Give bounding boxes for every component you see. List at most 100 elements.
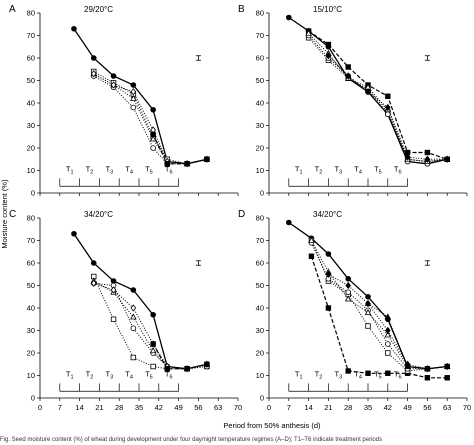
x-tick-label: 70 <box>234 403 242 412</box>
data-point-series-6 <box>424 155 431 163</box>
series-line-7 <box>367 303 448 370</box>
y-tick-label: 60 <box>27 54 35 63</box>
data-point-series-4 <box>384 341 391 347</box>
y-tick-label: 60 <box>256 259 264 268</box>
data-point-series-4 <box>130 313 137 320</box>
data-point-series-2 <box>385 370 391 376</box>
data-point-series-1 <box>90 260 97 266</box>
x-tick-label: 28 <box>344 403 352 412</box>
data-point-series-6 <box>365 88 371 96</box>
data-point-series-6 <box>204 361 210 367</box>
series-line-5 <box>308 32 448 163</box>
data-point-series-6 <box>325 270 332 278</box>
data-point-series-1 <box>365 293 371 300</box>
period-label: T3 <box>334 370 342 381</box>
y-tick-label: 40 <box>256 304 264 313</box>
data-point-series-2 <box>150 363 156 370</box>
y-tick-label: 50 <box>256 76 264 85</box>
data-point-series-6 <box>384 326 391 335</box>
data-point-series-6 <box>150 341 156 347</box>
data-point-series-7 <box>404 362 411 369</box>
series-line-5 <box>310 240 448 370</box>
x-tick-label: 14 <box>304 403 312 412</box>
x-tick-label: 56 <box>194 403 202 412</box>
series-line-3 <box>308 37 448 163</box>
x-tick-label: 63 <box>443 403 451 412</box>
data-point-series-6 <box>164 161 170 167</box>
data-point-series-4 <box>130 94 137 101</box>
series-line-3 <box>93 75 208 165</box>
data-point-series-3 <box>130 104 137 111</box>
period-label: T1 <box>295 165 303 176</box>
period-label: T6 <box>394 165 402 176</box>
panel-title: 34/20°C <box>84 210 113 219</box>
y-tick-label: 0 <box>260 394 264 403</box>
data-point-series-7 <box>424 365 431 372</box>
data-point-series-2 <box>325 305 332 311</box>
data-point-series-1 <box>130 287 137 293</box>
series-line-2 <box>308 30 448 160</box>
data-point-series-1 <box>150 311 156 318</box>
data-point-series-6 <box>404 153 411 161</box>
data-point-series-4 <box>149 135 157 142</box>
data-point-series-4 <box>149 347 157 354</box>
chart-panel-d: 0 10 20 30 40 50 60 70 80 0 7 14 21 28 35 42 49 56 63 70 D 34… <box>238 209 471 412</box>
period-label: T3 <box>105 165 113 176</box>
y-tick-label: 0 <box>31 189 35 198</box>
period-label: T2 <box>86 370 94 381</box>
data-point-series-6 <box>444 155 451 163</box>
data-point-series-7 <box>364 299 372 306</box>
x-tick-label: 21 <box>95 403 103 412</box>
data-point-series-2 <box>130 354 137 361</box>
data-point-series-1 <box>150 106 156 113</box>
data-point-series-2 <box>345 368 351 374</box>
period-label: T5 <box>374 165 382 176</box>
data-point-series-3 <box>150 145 156 151</box>
data-point-series-2 <box>424 149 431 156</box>
period-label: T5 <box>145 165 153 176</box>
period-label: T1 <box>295 370 303 381</box>
data-point-series-1 <box>130 82 137 88</box>
y-tick-label: 40 <box>256 99 264 108</box>
data-point-series-6 <box>150 131 156 138</box>
x-tick-label: 42 <box>155 403 163 412</box>
y-tick-label: 40 <box>27 99 35 108</box>
x-tick-label: 0 <box>267 403 271 412</box>
x-tick-label: 28 <box>115 403 123 412</box>
data-point-series-3 <box>130 325 137 332</box>
y-tick-label: 50 <box>27 76 35 85</box>
period-label: T5 <box>374 370 382 381</box>
data-point-series-7 <box>443 362 451 369</box>
data-point-series-6 <box>204 156 210 162</box>
series-line-4 <box>308 35 448 165</box>
series-line-1 <box>73 233 208 370</box>
y-tick-label: 0 <box>31 394 35 403</box>
panel-letter: D <box>238 209 245 220</box>
period-label: T3 <box>334 165 342 176</box>
data-point-series-1 <box>110 73 117 79</box>
y-axis-title: Moisture content (%) <box>0 179 9 249</box>
x-tick-label: 42 <box>384 403 392 412</box>
data-point-series-5 <box>308 236 315 243</box>
chart-panel-a: 0 10 20 30 40 50 60 70 80 A 29/20°C T1 T2 T3 T4 T5 T6 <box>9 4 239 198</box>
data-point-series-2 <box>325 41 332 48</box>
data-point-series-1 <box>345 275 352 282</box>
y-tick-label: 70 <box>27 31 35 40</box>
period-label: T6 <box>165 165 173 176</box>
data-point-series-6 <box>184 366 190 372</box>
data-point-series-2 <box>110 316 117 322</box>
y-tick-label: 20 <box>27 349 35 358</box>
x-tick-label: 21 <box>324 403 332 412</box>
chart-panel-c: 0 10 20 30 40 50 60 70 80 0 7 14 21 28 35 42 49 56 63 70 C 34… <box>9 209 242 412</box>
y-tick-label: 30 <box>27 121 35 130</box>
y-tick-label: 80 <box>256 9 264 18</box>
y-tick-label: 20 <box>256 349 264 358</box>
data-point-series-1 <box>285 14 292 21</box>
series-line-3 <box>310 240 448 372</box>
series-line-1 <box>73 28 208 165</box>
period-label: T1 <box>66 165 74 176</box>
data-point-series-6 <box>184 161 190 167</box>
data-point-series-7 <box>384 313 392 320</box>
period-label: T6 <box>394 370 402 381</box>
y-tick-label: 50 <box>256 281 264 290</box>
